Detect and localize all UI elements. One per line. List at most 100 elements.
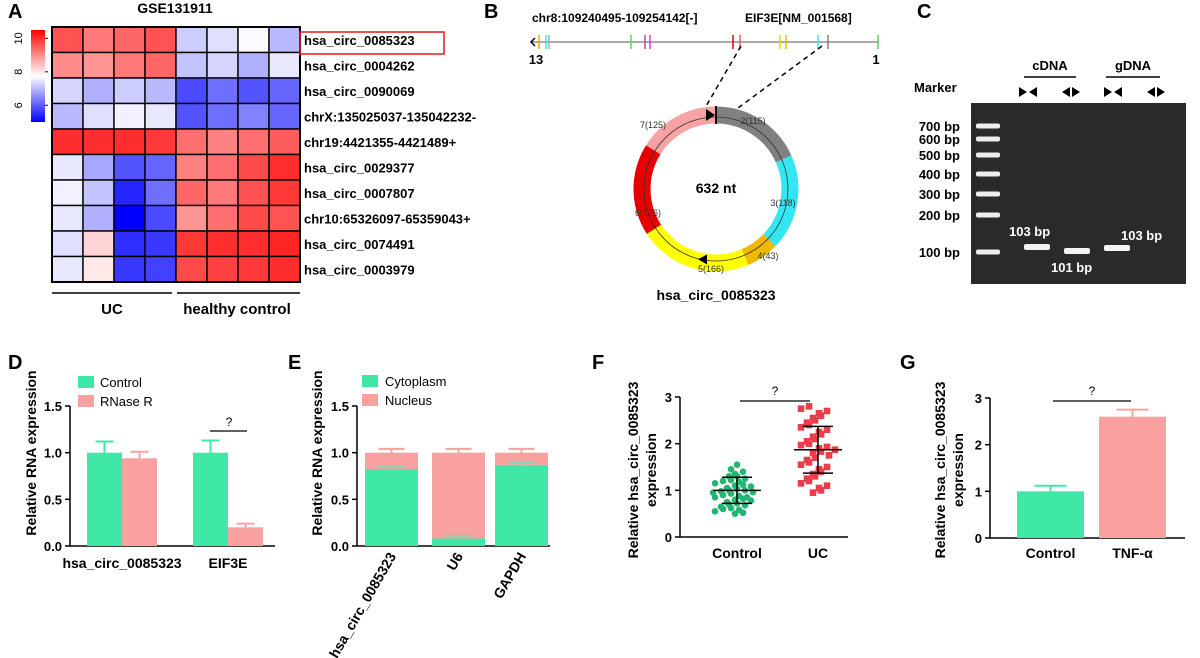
primer-icons: [1019, 87, 1165, 97]
dot-uc: [805, 459, 813, 466]
heatmap-cell: [113, 26, 146, 54]
heatmap-cell: [144, 153, 177, 181]
dot-uc: [823, 443, 831, 451]
highlight-box: [299, 31, 445, 55]
x-tick-label: hsa_circ_0085323: [326, 549, 400, 658]
band-label: 101 bp: [1051, 260, 1092, 275]
colorbar-tick-label: 8: [13, 69, 25, 75]
chart-f: 0 1 2 3 Control UC?: [665, 384, 848, 561]
heatmap-cell: [51, 51, 84, 79]
heatmap-cell: [144, 179, 177, 207]
gene-label: EIF3E[NM_001568]: [745, 11, 852, 25]
heatmap-cell: [175, 230, 208, 258]
panel-label-a: A: [8, 1, 22, 23]
heatmap-cell: [113, 102, 146, 130]
ladder-label: 200 bp: [919, 208, 960, 223]
panel-label-f: F: [592, 352, 604, 374]
band-label: 103 bp: [1009, 224, 1050, 239]
heatmap-cell: [51, 153, 84, 181]
heatmap-row-label: hsa_circ_0074491: [304, 237, 415, 252]
y-tick-label: 1.5: [44, 399, 62, 414]
heatmap-cell: [206, 153, 239, 181]
panel-d: D Relative RNA expression 0.0 0.5 1.0 1.5 hs…: [8, 352, 275, 571]
heatmap-cell: [144, 77, 177, 105]
panel-b: B chr8:109240495-109254142[-] EIF3E[NM_0…: [484, 1, 880, 303]
circrna-ring: 2(115)3(118)4(43)5(166)6(126)7(125): [633, 106, 799, 274]
ring-segment-label: 2(115): [740, 116, 765, 126]
legend-d: Control RNase R: [78, 375, 153, 409]
heatmap-cell: [144, 26, 177, 54]
gel-bands: 103 bp 101 bp 103 bp: [1009, 224, 1162, 275]
heatmap-cell: [144, 255, 177, 283]
ladder-band: [976, 191, 1000, 197]
x-tick-label: Control: [1026, 545, 1076, 561]
bar-cytoplasm: [495, 464, 548, 546]
dot-uc: [817, 448, 825, 455]
y-axis-label-e: Relative RNA expression: [309, 370, 325, 535]
dot-control: [727, 490, 735, 497]
ring-segment-label: 4(43): [757, 251, 778, 261]
heatmap-cell: [268, 230, 301, 258]
heatmap-cell: [268, 255, 301, 283]
heatmap-cell: [175, 51, 208, 79]
sample-band: [1104, 245, 1130, 251]
gel-image: [971, 103, 1186, 284]
dot-uc: [805, 440, 813, 447]
heatmap-cell: [237, 26, 270, 54]
y-tick-label: 3: [665, 390, 672, 405]
heatmap-cell: [268, 179, 301, 207]
heatmap-cell: [268, 204, 301, 232]
divergent-primer-icon: [1157, 87, 1165, 97]
legend-label-cytoplasm: Cytoplasm: [385, 374, 446, 389]
ladder-band: [976, 123, 1000, 129]
strand-arrow-icon: [529, 37, 536, 47]
heatmap-cell: [51, 255, 84, 283]
locus-label: chr8:109240495-109254142[-]: [532, 11, 697, 25]
exon-left-label: 13: [529, 52, 543, 67]
dot-uc: [811, 435, 819, 443]
heatmap-cell: [237, 179, 270, 207]
ladder-label: 600 bp: [919, 132, 960, 147]
heatmap-cell: [144, 102, 177, 130]
ladder-band: [976, 136, 1000, 142]
dot-uc: [823, 482, 831, 489]
heatmap-cells: [51, 26, 301, 283]
bar-cytoplasm: [365, 469, 418, 546]
heatmap-cell: [175, 77, 208, 105]
heatmap-cell: [51, 26, 84, 54]
dot-uc: [797, 441, 805, 449]
heatmap-cell: [144, 204, 177, 232]
heatmap-cell: [113, 179, 146, 207]
heatmap-row-label: chr10:65326097-65359043+: [304, 211, 471, 226]
ladder-label: 700 bp: [919, 119, 960, 134]
heatmap-cell: [268, 26, 301, 54]
heatmap-cell: [206, 26, 239, 54]
zoom-line-left: [704, 45, 742, 109]
bar: [1099, 416, 1166, 538]
heatmap-cell: [268, 77, 301, 105]
dot-control: [733, 461, 741, 468]
heatmap-cell: [237, 51, 270, 79]
dot-control: [727, 476, 735, 484]
primer-arrow-icon: [698, 254, 708, 265]
dot-control: [711, 508, 719, 515]
convergent-primer-icon: [1114, 87, 1122, 97]
x-tick-label: UC: [808, 545, 828, 561]
heatmap-cell: [206, 51, 239, 79]
bar: [122, 458, 157, 546]
dot-control: [719, 505, 727, 513]
heatmap-cell: [206, 255, 239, 283]
panel-label-b: B: [484, 1, 498, 23]
divergent-primer-icon: [1072, 87, 1080, 97]
heatmap-row-label: hsa_circ_0029377: [304, 160, 415, 175]
dot-control: [739, 481, 747, 489]
heatmap-row-labels: hsa_circ_0085323 hsa_circ_0004262 hsa_circ…: [304, 33, 476, 278]
bar-nucleus: [365, 452, 418, 470]
x-tick-label: Control: [712, 545, 762, 561]
zoom-line-right: [737, 45, 823, 109]
bar: [228, 527, 263, 546]
heatmap-cell: [113, 51, 146, 79]
heatmap-cell: [82, 255, 115, 283]
ladder-band: [976, 212, 1000, 218]
y-tick-label: 3: [975, 391, 982, 406]
